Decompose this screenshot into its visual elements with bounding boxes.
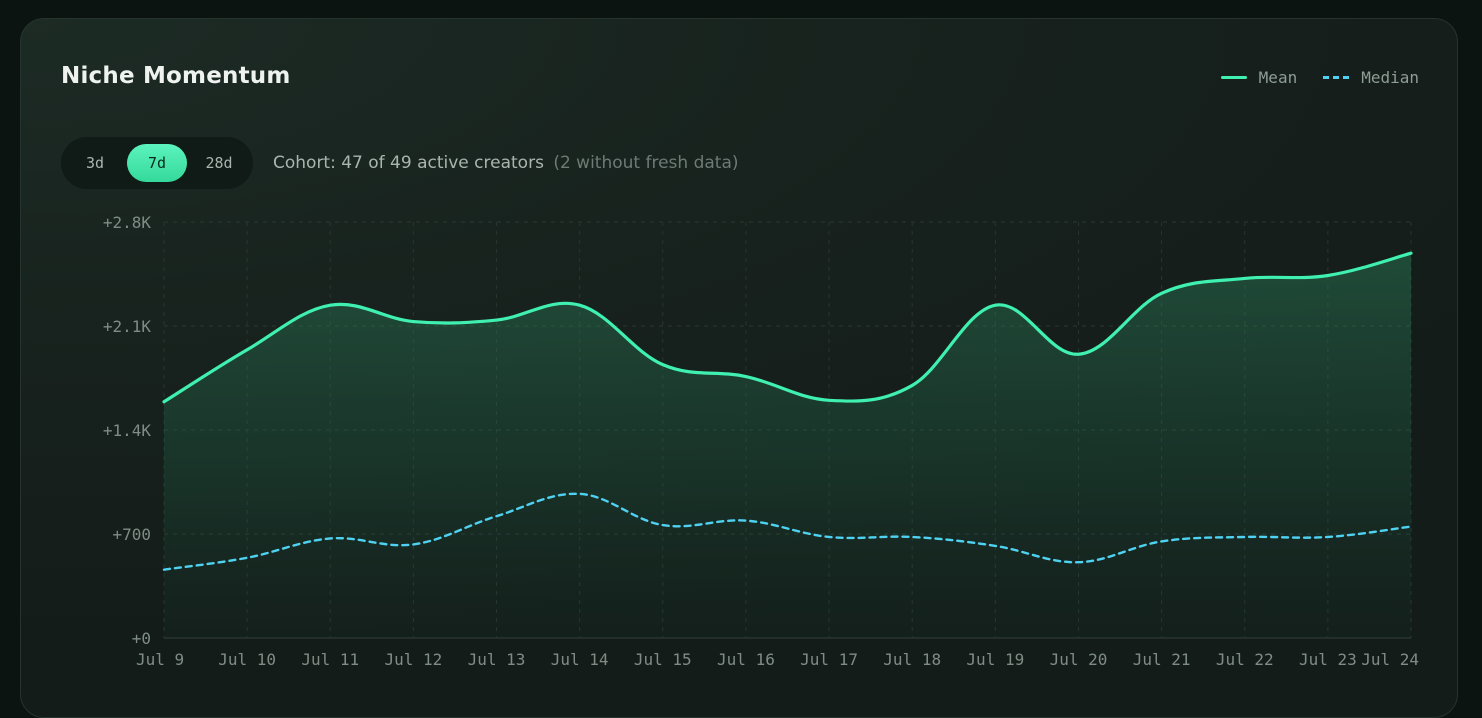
- cohort-note: (2 without fresh data): [553, 153, 739, 173]
- range-toggle: 3d 7d 28d: [61, 137, 253, 189]
- series-line-mean: [162, 251, 1413, 404]
- momentum-chart: +0+700+1.4K+2.1K+2.8K Jul 9 Jul 10 Jul 11 J…: [103, 213, 1419, 669]
- x-tick-label: Jul 23: [1299, 650, 1357, 669]
- chart-controls: 3d 7d 28d Cohort: 47 of 49 active creato…: [61, 137, 739, 189]
- y-tick-label: +2.8K: [103, 213, 152, 232]
- y-tick-label: +0: [132, 629, 151, 648]
- cohort-text: Cohort: 47 of 49 active creators: [273, 153, 544, 173]
- x-tick-label: Jul 16: [717, 650, 775, 669]
- card-title: Niche Momentum: [61, 63, 291, 89]
- range-button-28d[interactable]: 28d: [191, 144, 247, 182]
- y-tick-label: +1.4K: [103, 421, 152, 440]
- legend-label-median: Median: [1361, 68, 1419, 87]
- legend-swatch-median: [1323, 76, 1350, 79]
- x-tick-label: Jul 17: [800, 650, 858, 669]
- x-tick-label: Jul 14: [551, 650, 609, 669]
- mean-area-layer: [164, 253, 1411, 638]
- legend-item-median: Median: [1323, 68, 1419, 87]
- y-tick-label: +2.1K: [103, 317, 152, 336]
- niche-momentum-card: Niche Momentum Mean Median 3d 7d 28d Coh…: [20, 18, 1458, 718]
- x-tick-label: Jul 21: [1133, 650, 1191, 669]
- y-axis-ticks: +0 +700 +1.4K +2.1K +2.8K: [103, 213, 152, 648]
- series-line-median: [162, 492, 1413, 571]
- range-button-7d[interactable]: 7d: [127, 144, 187, 182]
- cohort-summary: Cohort: 47 of 49 active creators (2 with…: [273, 153, 739, 173]
- mean-area: [164, 253, 1411, 638]
- legend-label-mean: Mean: [1258, 68, 1298, 87]
- x-tick-label: Jul 20: [1050, 650, 1108, 669]
- x-tick-label: Jul 9: [136, 650, 184, 669]
- x-tick-label: Jul 12: [385, 650, 443, 669]
- legend-item-mean: Mean: [1220, 68, 1298, 87]
- x-tick-label: Jul 19: [966, 650, 1024, 669]
- x-tick-label: Jul 13: [468, 650, 526, 669]
- x-tick-label: Jul 18: [883, 650, 941, 669]
- chart-legend: Mean Median: [1220, 68, 1419, 87]
- x-axis-ticks: Jul 9 Jul 10 Jul 11 Jul 12 Jul 13 Jul 14 Jul 1…: [136, 650, 1419, 669]
- series-lines: [162, 251, 1413, 571]
- x-tick-label: Jul 11: [301, 650, 359, 669]
- x-tick-label: Jul 10: [218, 650, 276, 669]
- x-tick-label: Jul 24: [1361, 650, 1419, 669]
- y-tick-label: +700: [112, 525, 151, 544]
- range-button-3d[interactable]: 3d: [67, 144, 123, 182]
- legend-swatch-mean: [1220, 76, 1247, 79]
- x-tick-label: Jul 22: [1216, 650, 1274, 669]
- x-tick-label: Jul 15: [634, 650, 692, 669]
